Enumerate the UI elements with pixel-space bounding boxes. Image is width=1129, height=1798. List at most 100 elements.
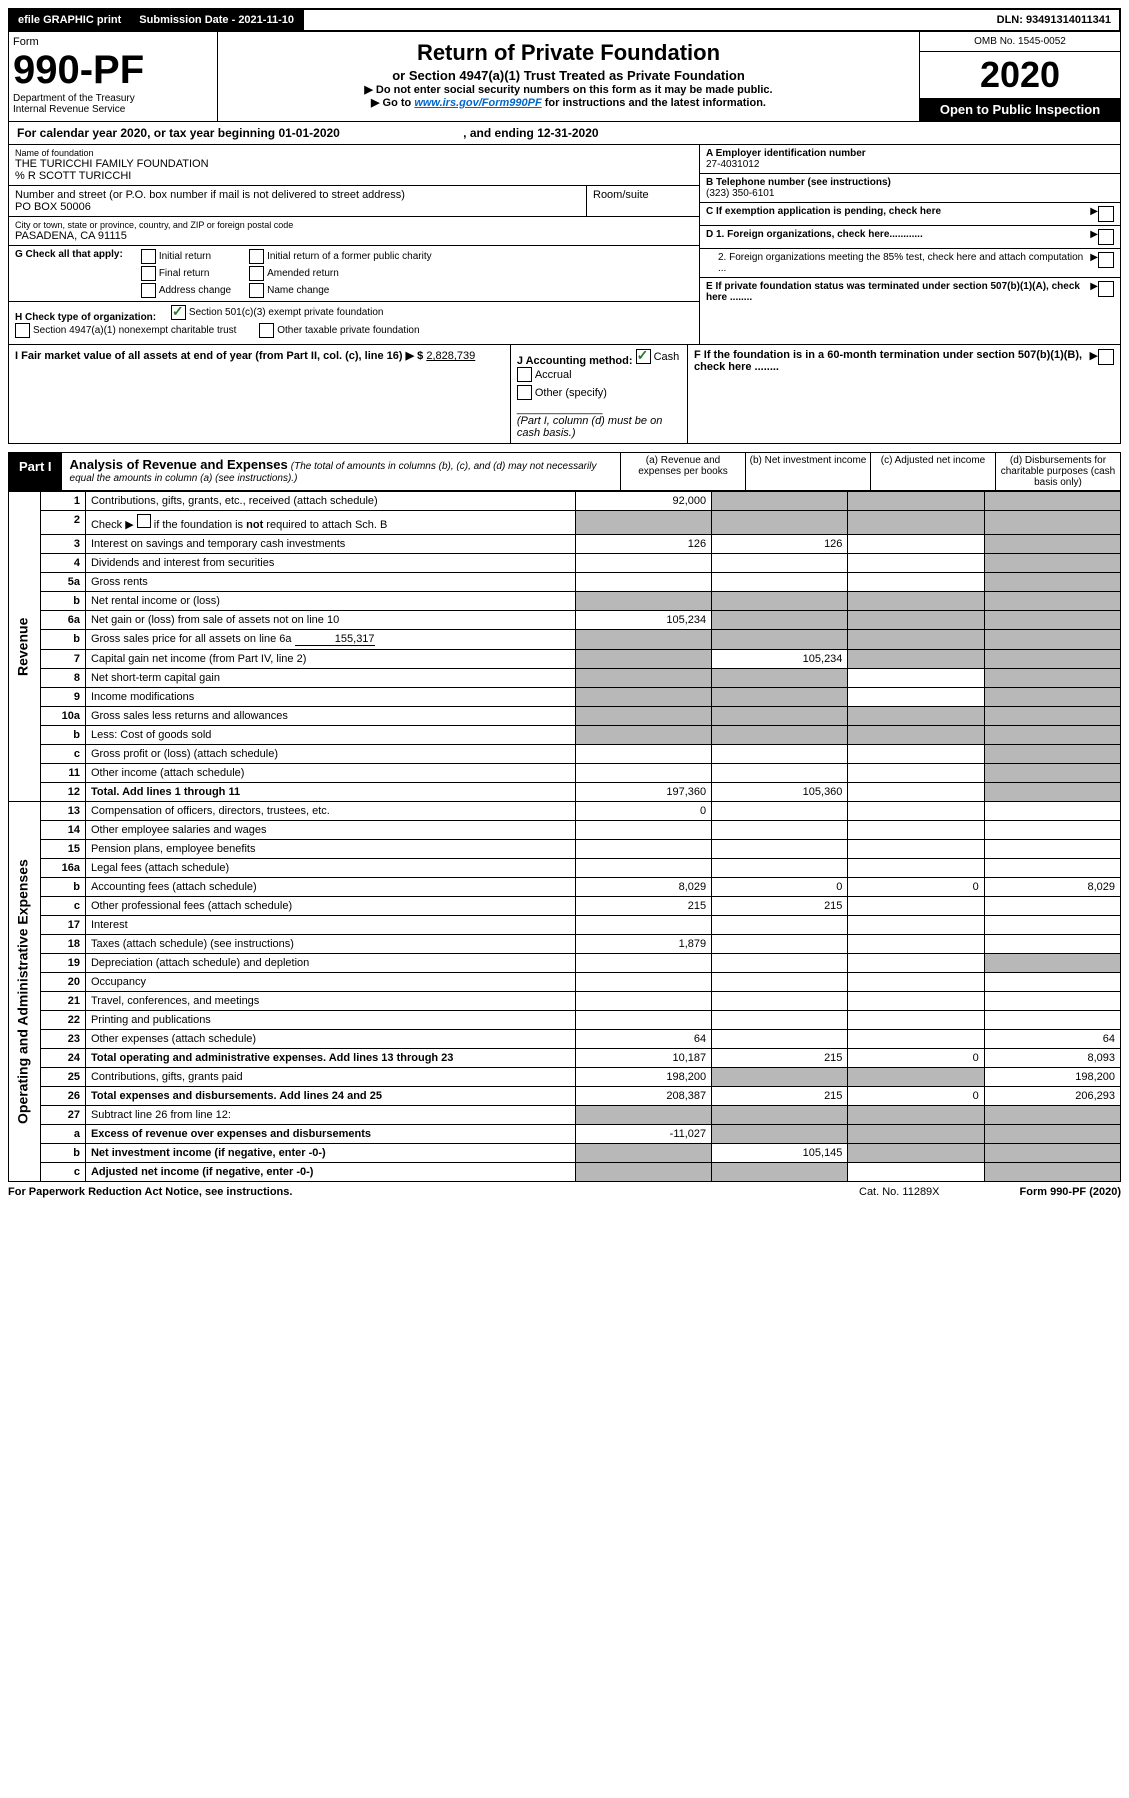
- tax-year: 2020: [920, 52, 1120, 98]
- entity-right: A Employer identification number 27-4031…: [699, 145, 1120, 344]
- amount-cell: [848, 1163, 984, 1182]
- amount-cell: [848, 764, 984, 783]
- amount-cell: [848, 1125, 984, 1144]
- table-row: 6aNet gain or (loss) from sale of assets…: [9, 611, 1121, 630]
- calendar-year-row: For calendar year 2020, or tax year begi…: [8, 122, 1121, 145]
- chk-amended[interactable]: Amended return: [249, 266, 432, 281]
- chk-other-method[interactable]: Other (specify): [517, 385, 607, 400]
- line-number: 16a: [41, 859, 86, 878]
- amount-cell: [848, 783, 984, 802]
- line-number: b: [41, 592, 86, 611]
- chk-c[interactable]: [1098, 206, 1114, 222]
- amount-cell: [575, 554, 711, 573]
- amount-cell: [984, 821, 1120, 840]
- amount-cell: [575, 511, 711, 535]
- table-row: 11Other income (attach schedule): [9, 764, 1121, 783]
- amount-cell: 0: [848, 1087, 984, 1106]
- amount-cell: [984, 1163, 1120, 1182]
- header-center: Return of Private Foundation or Section …: [218, 32, 919, 121]
- amount-cell: [848, 1011, 984, 1030]
- amount-cell: [712, 973, 848, 992]
- line-label: Gross profit or (loss) (attach schedule): [85, 745, 575, 764]
- amount-cell: [984, 492, 1120, 511]
- form-title: Return of Private Foundation: [224, 40, 913, 66]
- table-row: 26Total expenses and disbursements. Add …: [9, 1087, 1121, 1106]
- chk-f[interactable]: [1098, 349, 1114, 365]
- line-label: Total operating and administrative expen…: [85, 1049, 575, 1068]
- amount-cell: [712, 492, 848, 511]
- line-label: Contributions, gifts, grants, etc., rece…: [85, 492, 575, 511]
- chk-initial-return[interactable]: Initial return: [141, 249, 231, 264]
- chk-address-change[interactable]: Address change: [141, 283, 231, 298]
- open-to-public: Open to Public Inspection: [920, 98, 1120, 121]
- line-label: Less: Cost of goods sold: [85, 726, 575, 745]
- irs-link[interactable]: www.irs.gov/Form990PF: [414, 97, 541, 109]
- amount-cell: 8,093: [984, 1049, 1120, 1068]
- chk-initial-former[interactable]: Initial return of a former public charit…: [249, 249, 432, 264]
- amount-cell: [712, 511, 848, 535]
- amount-cell: [848, 592, 984, 611]
- chk-final-return[interactable]: Final return: [141, 266, 231, 281]
- foundation-name-row: Name of foundation THE TURICCHI FAMILY F…: [9, 145, 699, 186]
- ssn-note: ▶ Do not enter social security numbers o…: [224, 83, 913, 96]
- line-label: Taxes (attach schedule) (see instruction…: [85, 935, 575, 954]
- line-number: c: [41, 1163, 86, 1182]
- table-row: 21Travel, conferences, and meetings: [9, 992, 1121, 1011]
- line-label: Other professional fees (attach schedule…: [85, 897, 575, 916]
- amount-cell: 0: [848, 878, 984, 897]
- header-left: Form 990-PF Department of the Treasury I…: [9, 32, 218, 121]
- line-label: Net rental income or (loss): [85, 592, 575, 611]
- ein-row: A Employer identification number 27-4031…: [700, 145, 1120, 174]
- chk-4947[interactable]: Section 4947(a)(1) nonexempt charitable …: [15, 323, 236, 338]
- line-label: Subtract line 26 from line 12:: [85, 1106, 575, 1125]
- chk-other-taxable[interactable]: Other taxable private foundation: [259, 323, 419, 338]
- amount-cell: [984, 688, 1120, 707]
- amount-cell: [984, 802, 1120, 821]
- table-row: 12Total. Add lines 1 through 11197,36010…: [9, 783, 1121, 802]
- amount-cell: [712, 707, 848, 726]
- form-number: 990-PF: [13, 48, 213, 93]
- line-number: 21: [41, 992, 86, 1011]
- amount-cell: [575, 916, 711, 935]
- line-label: Gross sales less returns and allowances: [85, 707, 575, 726]
- chk-d2[interactable]: [1098, 252, 1114, 268]
- amount-cell: [848, 1030, 984, 1049]
- line-number: 23: [41, 1030, 86, 1049]
- line-number: 3: [41, 535, 86, 554]
- amount-cell: [712, 1125, 848, 1144]
- amount-cell: [575, 821, 711, 840]
- amount-cell: [984, 1144, 1120, 1163]
- chk-name-change[interactable]: Name change: [249, 283, 432, 298]
- efile-label: efile GRAPHIC print: [10, 10, 131, 30]
- line-number: 6a: [41, 611, 86, 630]
- line-label: Other expenses (attach schedule): [85, 1030, 575, 1049]
- chk-d1[interactable]: [1098, 229, 1114, 245]
- line-label: Interest: [85, 916, 575, 935]
- table-row: 25Contributions, gifts, grants paid198,2…: [9, 1068, 1121, 1087]
- amount-cell: [712, 688, 848, 707]
- amount-cell: [984, 745, 1120, 764]
- table-row: cGross profit or (loss) (attach schedule…: [9, 745, 1121, 764]
- form-ref: Form 990-PF (2020): [1020, 1186, 1121, 1198]
- table-row: 4Dividends and interest from securities: [9, 554, 1121, 573]
- amount-cell: [984, 707, 1120, 726]
- amount-cell: [984, 535, 1120, 554]
- amount-cell: 126: [712, 535, 848, 554]
- amount-cell: [712, 573, 848, 592]
- amount-cell: [575, 726, 711, 745]
- line-number: 18: [41, 935, 86, 954]
- amount-cell: [984, 573, 1120, 592]
- line-number: 20: [41, 973, 86, 992]
- line-number: 22: [41, 1011, 86, 1030]
- dept-treasury: Department of the Treasury: [13, 93, 213, 104]
- table-row: bGross sales price for all assets on lin…: [9, 630, 1121, 650]
- dln: DLN: 93491314011341: [989, 10, 1119, 30]
- chk-accrual[interactable]: Accrual: [517, 367, 572, 382]
- line-number: b: [41, 1144, 86, 1163]
- chk-cash[interactable]: Cash: [636, 349, 680, 364]
- form-subtitle: or Section 4947(a)(1) Trust Treated as P…: [224, 68, 913, 83]
- amount-cell: [848, 669, 984, 688]
- chk-e[interactable]: [1098, 281, 1114, 297]
- form-label: Form: [13, 36, 213, 48]
- chk-501c3[interactable]: Section 501(c)(3) exempt private foundat…: [171, 305, 384, 320]
